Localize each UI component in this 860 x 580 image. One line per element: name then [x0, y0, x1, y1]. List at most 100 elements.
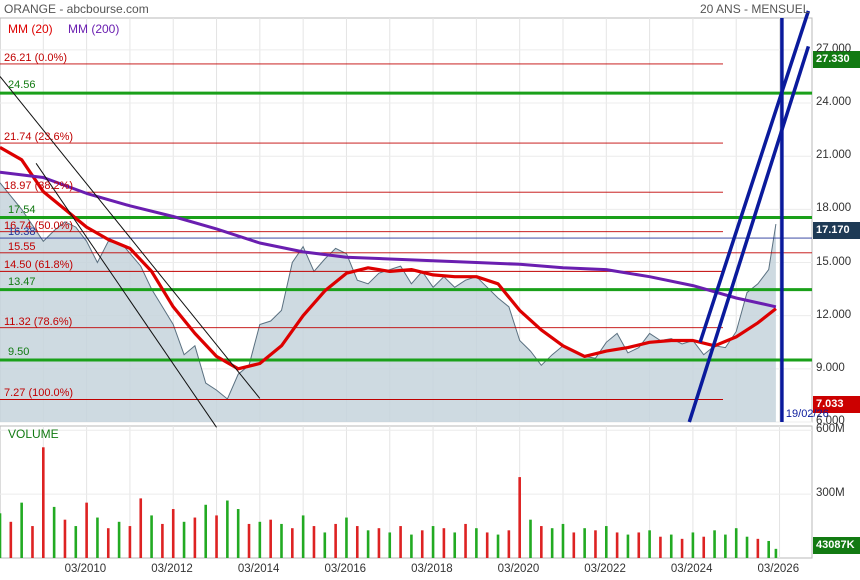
volume-bar: [680, 538, 684, 558]
volume-bar: [485, 532, 489, 558]
trendline-uptrend-upper: [698, 10, 811, 343]
volume-bar: [247, 523, 251, 558]
volume-bar: [345, 517, 348, 558]
price-axis-tick: 24.000: [816, 96, 852, 109]
time-axis-tick: 03/2012: [151, 563, 193, 575]
volume-bar: [42, 447, 45, 558]
volume-axis-tick: 300M: [816, 487, 845, 500]
volume-bar: [117, 521, 121, 558]
volume-bar: [355, 526, 359, 558]
volume-bar: [193, 517, 197, 558]
legend-mm20: MM (20): [8, 22, 53, 36]
time-axis-tick: 03/2016: [324, 563, 367, 575]
time-axis-tick: 03/2022: [584, 563, 626, 575]
volume-bar: [258, 521, 262, 558]
volume-bar: [301, 515, 305, 558]
volume-bar: [139, 498, 143, 558]
volume-bar: [767, 540, 770, 558]
volume-bar: [63, 519, 67, 558]
volume-bar: [713, 530, 716, 558]
price-axis-tick: 18.000: [816, 202, 852, 215]
time-axis-tick: 03/2026: [757, 563, 800, 575]
mm20-line: [0, 146, 777, 371]
price-axis-tick: 6.000: [816, 415, 845, 427]
volume-bar: [323, 532, 327, 558]
volume-bar: [171, 509, 175, 558]
volume-bar: [269, 519, 272, 558]
volume-bar: [420, 530, 424, 558]
support-level-label: 24.56: [8, 79, 36, 92]
volume-bar: [669, 534, 673, 558]
trendline-downtrend: [0, 76, 261, 399]
price-axis-tick: 21.000: [816, 149, 852, 162]
volume-bar: [475, 528, 478, 558]
mm200-line: [0, 170, 777, 309]
volume-bar: [734, 528, 738, 558]
fib-level-label: 26.21 (0.0%): [4, 51, 67, 64]
volume-bar: [204, 504, 208, 558]
time-axis-tick: 03/2024: [670, 563, 713, 575]
chart-period: 20 ANS - MENSUEL: [700, 2, 810, 16]
volume-bar: [453, 532, 457, 558]
trendline-downtrend-parallel: [35, 163, 217, 428]
volume-bar: [226, 500, 229, 558]
volume-bar: [507, 530, 511, 558]
volume-bar: [388, 532, 392, 558]
fib-level-label: 7.27 (100.0%): [4, 387, 74, 400]
volume-bar: [724, 534, 727, 558]
support-level-label: 17.54: [8, 203, 36, 216]
volume-bar: [691, 532, 695, 558]
support-level-label: 9.50: [8, 345, 30, 358]
badge-last-price: 17.170: [813, 222, 860, 239]
price-line: [0, 182, 777, 400]
volume-bar: [334, 523, 337, 558]
volume-bar: [31, 526, 34, 558]
volume-bar: [9, 521, 13, 558]
volume-bar: [745, 536, 749, 558]
support-level-label: 13.47: [8, 275, 36, 288]
volume-bar: [0, 513, 2, 558]
level-label: 16.38: [8, 226, 36, 239]
volume-bar: [215, 515, 218, 558]
volume-bar: [366, 530, 370, 558]
volume-bar: [540, 526, 543, 558]
volume-bar: [150, 515, 153, 558]
volume-bar: [442, 528, 446, 558]
volume-bar: [518, 477, 521, 558]
price-area: [0, 182, 776, 422]
chart-title: ORANGE - abcbourse.com: [4, 2, 149, 16]
fib-level-label: 16.74 (50.0%): [4, 219, 74, 232]
volume-bar: [377, 528, 381, 558]
volume-bar: [702, 536, 706, 558]
volume-bar: [280, 523, 283, 558]
volume-bar: [659, 536, 662, 558]
volume-bar: [85, 502, 88, 558]
badge-bottom-level: 7.033: [813, 396, 860, 413]
volume-bar: [572, 532, 576, 558]
volume-bar: [106, 528, 110, 558]
volume-bar: [410, 534, 413, 558]
badge-top-level: 27.330: [813, 51, 860, 68]
volume-bar: [161, 523, 164, 558]
volume-bar: [182, 521, 186, 558]
fib-level-label: 14.50 (61.8%): [4, 259, 74, 272]
fib-level-label: 21.74 (23.6%): [4, 131, 74, 144]
fib-level-label: 18.97 (38.2%): [4, 180, 74, 193]
volume-bar: [236, 509, 240, 558]
time-axis-tick: 03/2018: [411, 563, 453, 575]
legend-mm200: MM (200): [68, 22, 120, 36]
volume-bar: [96, 517, 99, 558]
price-axis-tick: 15.000: [816, 255, 852, 268]
date-marker-label: 19/02/26: [785, 408, 829, 420]
volume-bar: [128, 526, 132, 558]
volume-bar: [496, 534, 500, 558]
trendline-uptrend-lower: [687, 45, 811, 423]
volume-bar: [774, 548, 778, 558]
volume-bar: [529, 519, 532, 558]
volume-bar: [431, 526, 435, 558]
volume-bar: [74, 526, 78, 558]
time-axis-tick: 03/2010: [64, 563, 107, 575]
volume-bar: [583, 528, 586, 558]
